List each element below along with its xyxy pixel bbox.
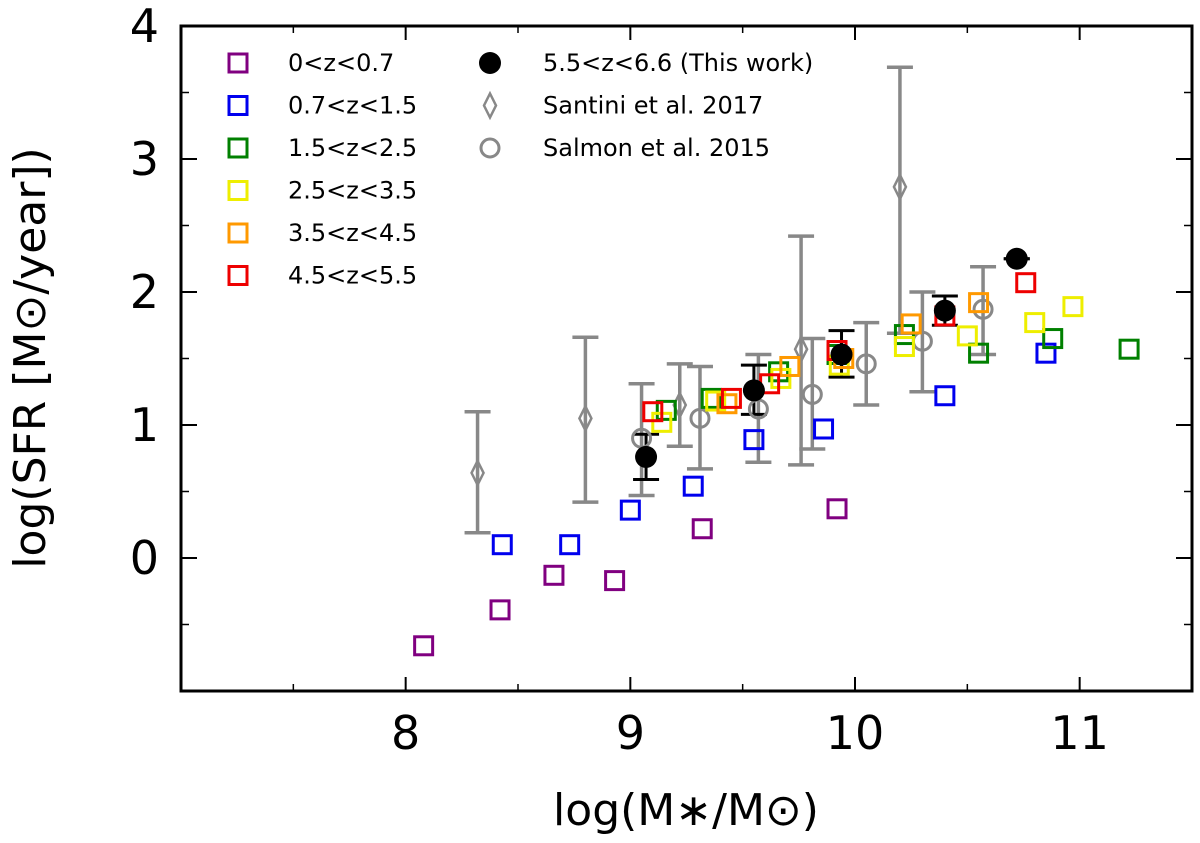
axis-ticks: [180, 25, 1193, 692]
point-santini-et-al-2017: [578, 403, 593, 434]
point-santini-et-al-2017: [892, 172, 908, 202]
point-3-5-z-4-5: [968, 292, 990, 314]
point-1-5-z-2-5: [655, 399, 677, 421]
point-3-5-z-4-5: [779, 355, 801, 377]
legend-label: 4.5<z<5.5: [288, 262, 417, 290]
point-0-7-z-1-5: [934, 385, 956, 407]
legend-label: Santini et al. 2017: [543, 92, 763, 120]
point-0-7-z-1-5: [682, 475, 704, 497]
point-5-5-z-6-6-this-work: [830, 343, 853, 366]
legend-label: 5.5<z<6.6 (This work): [543, 49, 813, 77]
legend-marker: [227, 222, 249, 244]
y-tick-label: 1: [130, 398, 159, 452]
x-tick-label: 10: [826, 706, 885, 760]
point-0-z-0-7: [691, 518, 713, 540]
point-0-z-0-7: [489, 599, 511, 621]
point-4-5-z-5-5: [720, 387, 742, 409]
legend-marker: [227, 265, 249, 286]
point-5-5-z-6-6-this-work: [1005, 247, 1028, 270]
point-1-5-z-2-5: [893, 324, 915, 346]
point-3-5-z-4-5: [900, 313, 922, 335]
point-0-7-z-1-5: [743, 429, 765, 451]
point-0-7-z-1-5: [559, 534, 581, 556]
point-1-5-z-2-5: [1118, 338, 1140, 360]
legend-marker: [479, 52, 501, 74]
point-2-5-z-3-5: [705, 390, 727, 412]
point-salmon-et-al-2015: [972, 298, 994, 320]
point-1-5-z-2-5: [968, 342, 990, 364]
y-tick-label: 0: [130, 531, 159, 585]
point-2-5-z-3-5: [956, 325, 978, 347]
point-santini-et-al-2017: [470, 458, 485, 488]
legend-marker: [227, 52, 249, 74]
y-tick-label: 3: [130, 132, 159, 186]
error-bars: [464, 65, 1030, 535]
legend-label: 0.7<z<1.5: [288, 92, 417, 120]
legend-marker: [479, 137, 501, 159]
x-tick-label: 8: [391, 706, 420, 760]
legend-label: 0<z<0.7: [288, 49, 394, 77]
point-1-5-z-2-5: [1042, 328, 1064, 350]
tick-labels: 8 9 10 11 0 1 2 3 4: [130, 0, 1109, 760]
y-axis-title: log(SFR [M⊙/year]): [5, 147, 56, 568]
point-2-5-z-3-5: [893, 336, 915, 358]
point-santini-et-al-2017: [793, 334, 809, 364]
point-0-z-0-7: [413, 635, 435, 657]
point-0-7-z-1-5: [619, 499, 641, 521]
point-0-7-z-1-5: [1035, 342, 1057, 364]
point-5-5-z-6-6-this-work: [635, 445, 658, 468]
legend: 0<z<0.7 0.7<z<1.5 1.5<z<2.5 2.5<z<3.5 3.5<z<…: [227, 49, 813, 290]
x-tick-label: 9: [616, 706, 645, 760]
point-5-5-z-6-6-this-work: [742, 379, 765, 402]
legend-marker: [227, 95, 249, 116]
point-3-5-z-4-5: [716, 393, 738, 415]
point-salmon-et-al-2015: [855, 353, 877, 375]
point-0-z-0-7: [826, 498, 848, 520]
point-1-5-z-2-5: [700, 387, 722, 409]
point-5-5-z-6-6-this-work: [933, 299, 956, 322]
legend-marker: [227, 137, 249, 159]
y-tick-label: 4: [130, 0, 159, 53]
point-0-7-z-1-5: [491, 534, 513, 556]
point-0-7-z-1-5: [813, 418, 835, 440]
point-4-5-z-5-5: [642, 401, 664, 423]
point-0-z-0-7: [604, 570, 626, 592]
legend-marker: [482, 90, 498, 121]
legend-label: 3.5<z<4.5: [288, 219, 417, 247]
y-tick-label: 2: [130, 265, 159, 319]
legend-label: Salmon et al. 2015: [543, 134, 770, 162]
data-markers: [413, 172, 1140, 657]
legend-marker: [227, 180, 249, 201]
point-salmon-et-al-2015: [801, 383, 823, 405]
point-0-z-0-7: [543, 564, 565, 586]
legend-label: 2.5<z<3.5: [288, 177, 417, 205]
x-tick-label: 11: [1050, 706, 1109, 760]
legend-label: 1.5<z<2.5: [288, 134, 417, 162]
x-axis-title: log(M∗/M⊙): [553, 785, 819, 836]
plot-frame: [179, 24, 1194, 693]
point-salmon-et-al-2015: [689, 407, 711, 429]
point-2-5-z-3-5: [1024, 312, 1046, 334]
point-4-5-z-5-5: [1015, 272, 1037, 294]
point-2-5-z-3-5: [1062, 296, 1084, 318]
